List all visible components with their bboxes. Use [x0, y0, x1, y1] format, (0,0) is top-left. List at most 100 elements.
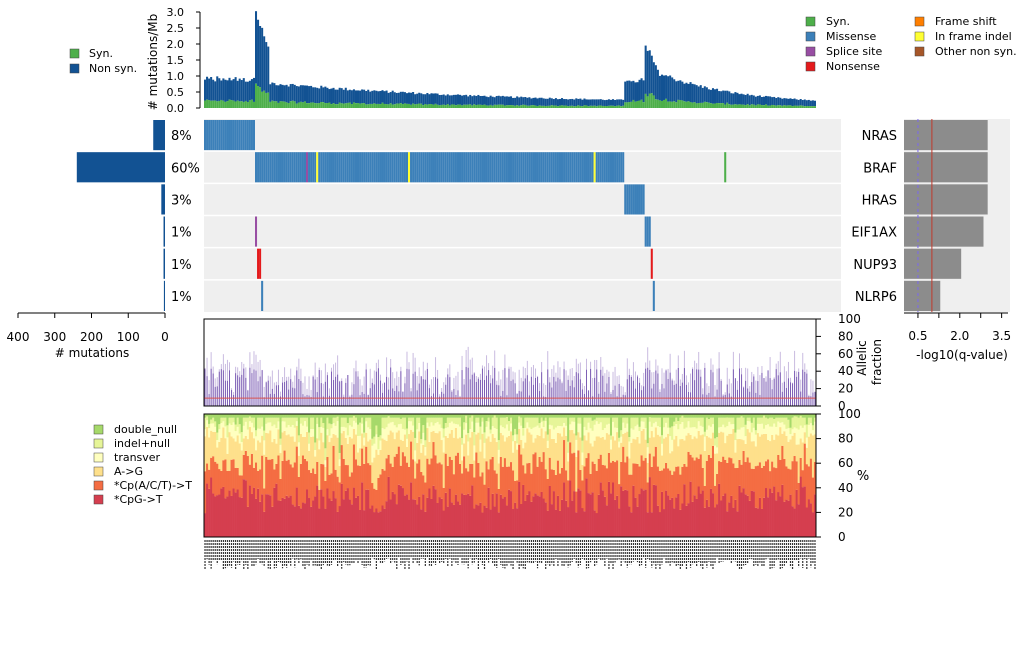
spectrum-segment — [683, 440, 686, 464]
spectrum-segment — [756, 417, 760, 424]
spectrum-segment — [546, 414, 550, 435]
spectrum-segment — [742, 488, 745, 537]
spectrum-segment — [297, 505, 301, 537]
nras-missense — [210, 120, 213, 151]
spectrum-segment — [387, 454, 390, 477]
spectrum-segment — [289, 495, 293, 537]
syn-bar — [740, 104, 743, 108]
spectrum-segment — [263, 430, 266, 441]
spectrum-segment — [640, 430, 643, 456]
spectrum-segment — [289, 426, 293, 437]
spectrum-segment — [454, 417, 458, 425]
spectrum-segment — [442, 414, 446, 429]
spectrum-segment — [389, 422, 392, 431]
spectrum-segment — [677, 466, 680, 494]
spectrum-segment — [285, 427, 288, 436]
spectrum-segment — [232, 417, 235, 423]
spectrum-segment — [618, 414, 621, 438]
syn-bar — [518, 105, 521, 108]
spectrum-segment — [767, 418, 770, 425]
spectrum-segment — [685, 466, 688, 506]
syn-bar — [301, 102, 304, 108]
syn-bar — [752, 104, 755, 108]
spectrum-segment — [665, 417, 668, 423]
syn-bar — [344, 103, 347, 108]
spectrum-segment — [363, 463, 366, 511]
spectrum-segment — [210, 419, 213, 424]
spectrum-segment — [210, 414, 213, 420]
spectrum-segment — [489, 429, 492, 434]
spectrum-segment — [612, 417, 615, 422]
nonsyn-bar — [412, 92, 415, 104]
spectrum-segment — [675, 417, 678, 425]
syn-bar — [681, 100, 684, 108]
spectrum-segment — [567, 414, 570, 442]
spectrum-segment — [397, 430, 401, 447]
syn-bar — [624, 102, 627, 108]
syn-bar — [312, 102, 315, 108]
spectrum-segment — [777, 454, 780, 493]
nonsyn-bar — [281, 84, 284, 102]
spectrum-segment — [630, 442, 633, 475]
spectrum-segment — [265, 417, 268, 424]
spectrum-segment — [752, 468, 756, 492]
legend-label: Splice site — [826, 45, 882, 58]
braf-mutation — [540, 152, 543, 183]
spectrum-segment — [424, 511, 427, 537]
spectrum-segment — [785, 435, 788, 467]
spectrum-segment — [405, 446, 409, 463]
mutation-rate-tick-label: 0.0 — [167, 102, 185, 115]
spectrum-segment — [491, 456, 494, 494]
spectrum-segment — [663, 427, 666, 439]
spectrum-segment — [444, 492, 448, 537]
nonsyn-bar — [793, 98, 796, 106]
spectrum-segment — [297, 476, 301, 506]
spectrum-segment — [469, 437, 472, 464]
spectrum-segment — [789, 427, 792, 435]
spectrum-segment — [660, 470, 664, 492]
spectrum-segment — [246, 414, 250, 418]
spectrum-segment — [669, 427, 672, 437]
nonsyn-bar — [377, 91, 380, 104]
spectrum-segment — [487, 421, 490, 437]
spectrum-segment — [491, 417, 494, 427]
syn-bar — [589, 105, 592, 108]
spectrum-segment — [563, 440, 566, 483]
spectrum-segment — [316, 417, 319, 424]
nonsyn-bar — [571, 98, 574, 106]
spectrum-segment — [216, 414, 219, 433]
spectrum-segment — [748, 432, 752, 463]
syn-bar — [405, 103, 408, 108]
spectrum-segment — [648, 477, 652, 537]
spectrum-segment — [630, 474, 633, 513]
spectrum-segment — [357, 452, 360, 466]
syn-bar — [257, 86, 260, 108]
spectrum-segment — [561, 414, 564, 418]
spectrum-segment — [391, 414, 395, 418]
braf-mutation — [546, 152, 549, 183]
spectrum-segment — [556, 414, 560, 418]
spectrum-segment — [489, 509, 492, 537]
syn-bar — [491, 105, 494, 108]
spectrum-legend-swatch — [93, 466, 104, 477]
spectrum-segment — [716, 504, 719, 537]
spectrum-segment — [273, 469, 276, 488]
braf-mutation — [271, 152, 274, 183]
spectrum-segment — [783, 501, 786, 537]
syn-bar — [514, 105, 517, 108]
spectrum-segment — [481, 472, 484, 513]
spectrum-segment — [650, 417, 654, 427]
spectrum-segment — [546, 478, 550, 511]
spectrum-segment — [624, 414, 627, 418]
nonsyn-bar — [216, 76, 219, 102]
spectrum-segment — [595, 414, 599, 418]
spectrum-segment — [416, 442, 419, 464]
spectrum-segment — [809, 458, 813, 504]
braf-mutation — [554, 152, 557, 183]
spectrum-segment — [640, 421, 643, 431]
syn-bar — [314, 103, 317, 108]
spectrum-segment — [614, 414, 617, 418]
spectrum-segment — [316, 461, 319, 486]
spectrum-segment — [685, 427, 688, 436]
